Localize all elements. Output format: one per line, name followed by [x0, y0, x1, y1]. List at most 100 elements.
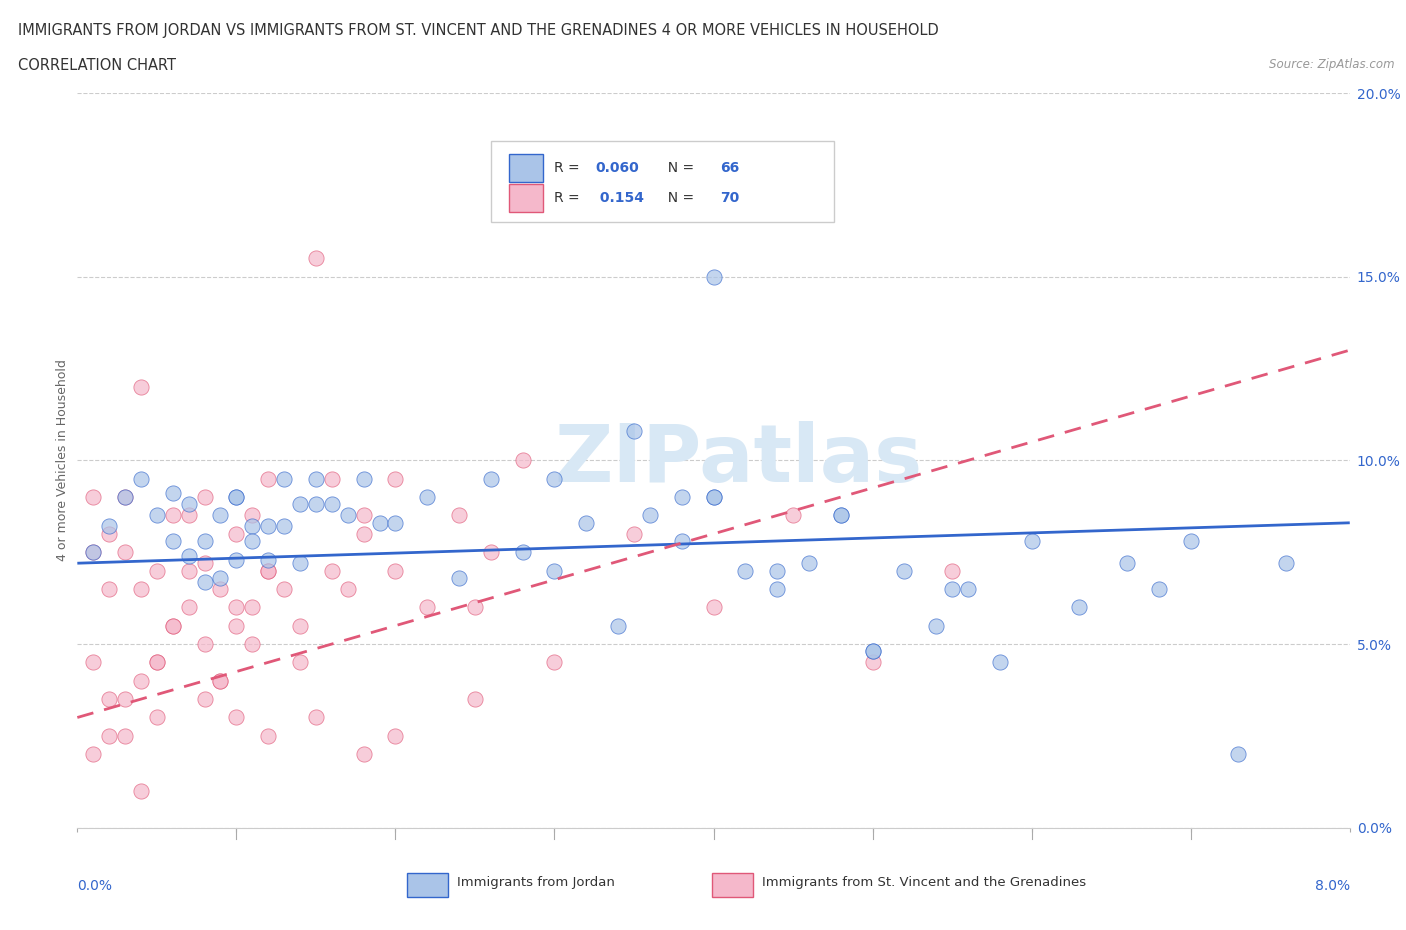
Point	[129, 472, 152, 486]
Y-axis label: 4 or more Vehicles in Household: 4 or more Vehicles in Household	[56, 359, 69, 562]
Point	[464, 600, 486, 615]
Point	[449, 508, 471, 523]
Point	[114, 490, 136, 505]
Point	[98, 519, 121, 534]
Point	[98, 692, 121, 707]
Point	[194, 534, 217, 549]
FancyBboxPatch shape	[491, 140, 834, 221]
Point	[162, 618, 184, 633]
Point	[941, 564, 963, 578]
Point	[1227, 747, 1250, 762]
Point	[543, 564, 565, 578]
Point	[114, 728, 136, 743]
FancyBboxPatch shape	[713, 873, 754, 897]
Point	[257, 728, 280, 743]
Point	[336, 508, 359, 523]
Text: ZIPatlas: ZIPatlas	[555, 421, 924, 499]
Point	[225, 618, 247, 633]
Point	[177, 600, 200, 615]
Point	[416, 600, 439, 615]
Point	[146, 655, 169, 670]
Text: 0.0%: 0.0%	[77, 879, 112, 893]
Point	[257, 519, 280, 534]
Point	[240, 637, 263, 652]
Point	[464, 692, 486, 707]
Point	[479, 545, 502, 560]
Point	[162, 486, 184, 501]
Point	[98, 526, 121, 541]
Point	[162, 508, 184, 523]
Point	[209, 508, 232, 523]
Point	[957, 581, 980, 596]
Point	[225, 711, 247, 725]
Point	[194, 574, 217, 589]
Point	[98, 581, 121, 596]
Point	[240, 534, 263, 549]
Point	[1180, 534, 1202, 549]
Point	[512, 453, 534, 468]
Point	[353, 526, 375, 541]
Point	[177, 497, 200, 512]
Point	[384, 472, 406, 486]
Point	[703, 490, 725, 505]
Point	[862, 644, 884, 658]
Point	[734, 564, 756, 578]
Point	[305, 472, 328, 486]
Point	[146, 564, 169, 578]
Point	[766, 564, 789, 578]
Point	[129, 673, 152, 688]
Point	[638, 508, 661, 523]
Point	[82, 490, 104, 505]
Text: N =: N =	[659, 191, 699, 205]
Point	[288, 556, 311, 571]
Point	[384, 515, 406, 530]
Text: 0.154: 0.154	[595, 191, 644, 205]
Point	[830, 508, 852, 523]
Point	[1069, 600, 1091, 615]
Point	[766, 581, 789, 596]
Point	[1147, 581, 1170, 596]
Point	[862, 644, 884, 658]
Point	[353, 472, 375, 486]
Point	[623, 526, 645, 541]
Point	[830, 508, 852, 523]
Point	[146, 508, 169, 523]
Text: 0.060: 0.060	[595, 161, 638, 175]
Point	[129, 379, 152, 394]
Point	[162, 534, 184, 549]
Point	[240, 508, 263, 523]
Point	[512, 545, 534, 560]
Point	[988, 655, 1011, 670]
Point	[1116, 556, 1139, 571]
Point	[671, 534, 693, 549]
Point	[1021, 534, 1043, 549]
Point	[177, 549, 200, 564]
Text: IMMIGRANTS FROM JORDAN VS IMMIGRANTS FROM ST. VINCENT AND THE GRENADINES 4 OR MO: IMMIGRANTS FROM JORDAN VS IMMIGRANTS FRO…	[18, 23, 939, 38]
Point	[129, 783, 152, 798]
Point	[449, 570, 471, 585]
Text: 8.0%: 8.0%	[1315, 879, 1350, 893]
Point	[288, 618, 311, 633]
Point	[240, 519, 263, 534]
Point	[384, 728, 406, 743]
Point	[194, 490, 217, 505]
Point	[209, 673, 232, 688]
Text: 70: 70	[720, 191, 740, 205]
Point	[321, 472, 343, 486]
Point	[114, 692, 136, 707]
Point	[862, 655, 884, 670]
Point	[543, 472, 565, 486]
Point	[257, 472, 280, 486]
Point	[703, 490, 725, 505]
Text: Immigrants from St. Vincent and the Grenadines: Immigrants from St. Vincent and the Gren…	[762, 875, 1085, 888]
Point	[225, 552, 247, 567]
Point	[671, 490, 693, 505]
Point	[225, 600, 247, 615]
Point	[194, 692, 217, 707]
Point	[114, 490, 136, 505]
Point	[321, 564, 343, 578]
Point	[1275, 556, 1298, 571]
Point	[305, 251, 328, 266]
Point	[129, 581, 152, 596]
Point	[321, 497, 343, 512]
